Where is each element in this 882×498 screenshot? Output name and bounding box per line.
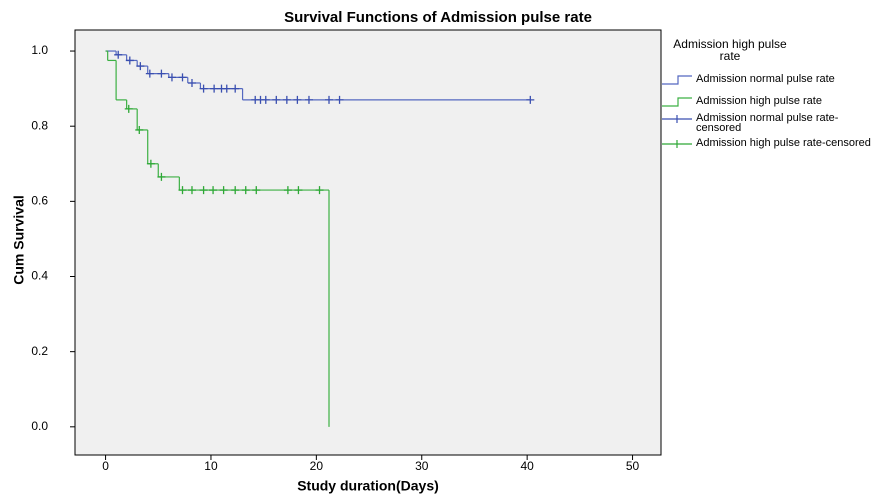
censor-mark xyxy=(282,95,291,104)
censor-mark xyxy=(199,186,208,195)
y-tick-label: 1.0 xyxy=(31,43,48,57)
censor-mark xyxy=(252,186,261,195)
censor-mark xyxy=(167,73,176,82)
censor-mark xyxy=(325,95,334,104)
censor-mark xyxy=(124,104,133,113)
legend-title: Admission high pulse rate xyxy=(673,37,787,63)
y-tick-label: 0.2 xyxy=(31,344,48,358)
censor-mark xyxy=(187,78,196,87)
x-axis-label: Study duration(Days) xyxy=(297,478,439,494)
censor-mark xyxy=(199,84,208,93)
censor-mark xyxy=(219,186,228,195)
censor-mark xyxy=(157,69,166,78)
censor-mark xyxy=(209,186,218,195)
x-tick-label: 20 xyxy=(310,459,324,473)
x-tick-label: 0 xyxy=(102,459,109,473)
censor-mark xyxy=(146,159,155,168)
legend-key xyxy=(662,97,692,107)
censor-mark xyxy=(231,84,240,93)
censor-mark xyxy=(294,186,303,195)
censor-mark xyxy=(304,95,313,104)
censor-mark xyxy=(157,172,166,181)
y-axis-label: Cum Survival xyxy=(11,195,27,284)
censor-mark xyxy=(210,84,219,93)
censor-mark xyxy=(231,186,240,195)
plot-area xyxy=(74,29,662,456)
censor-mark xyxy=(315,186,324,195)
censor-mark xyxy=(283,186,292,195)
legend-label: Admission normal pulse rate-censored xyxy=(696,112,839,134)
censor-mark xyxy=(178,186,187,195)
legend-label: Admission high pulse rate-censored xyxy=(696,137,871,149)
censor-mark xyxy=(136,62,145,71)
x-tick-label: 40 xyxy=(520,459,534,473)
censor-mark xyxy=(526,95,535,104)
censor-mark xyxy=(241,186,250,195)
y-tick-label: 0.6 xyxy=(31,194,48,208)
censor-mark xyxy=(178,73,187,82)
censor-mark xyxy=(114,50,123,59)
x-tick-label: 30 xyxy=(415,459,429,473)
legend-key xyxy=(662,115,692,123)
censor-mark xyxy=(272,95,281,104)
censor-mark xyxy=(222,84,231,93)
legend-label: Admission high pulse rate xyxy=(696,95,822,107)
y-tick-label: 0.8 xyxy=(31,118,48,132)
x-tick-label: 10 xyxy=(204,459,218,473)
legend-label: Admission normal pulse rate xyxy=(696,73,835,85)
legend-key xyxy=(662,140,692,148)
chart-title: Survival Functions of Admission pulse ra… xyxy=(284,9,592,26)
censor-mark xyxy=(145,69,154,78)
censor-mark xyxy=(261,95,270,104)
censor-mark xyxy=(125,56,134,65)
censor-mark xyxy=(335,95,344,104)
x-tick-label: 50 xyxy=(626,459,640,473)
censor-mark xyxy=(187,186,196,195)
censor-mark xyxy=(135,125,144,134)
legend-key xyxy=(662,75,692,85)
censor-mark xyxy=(293,95,302,104)
y-tick-label: 0.4 xyxy=(31,269,48,283)
y-tick-label: 0.0 xyxy=(31,419,48,433)
